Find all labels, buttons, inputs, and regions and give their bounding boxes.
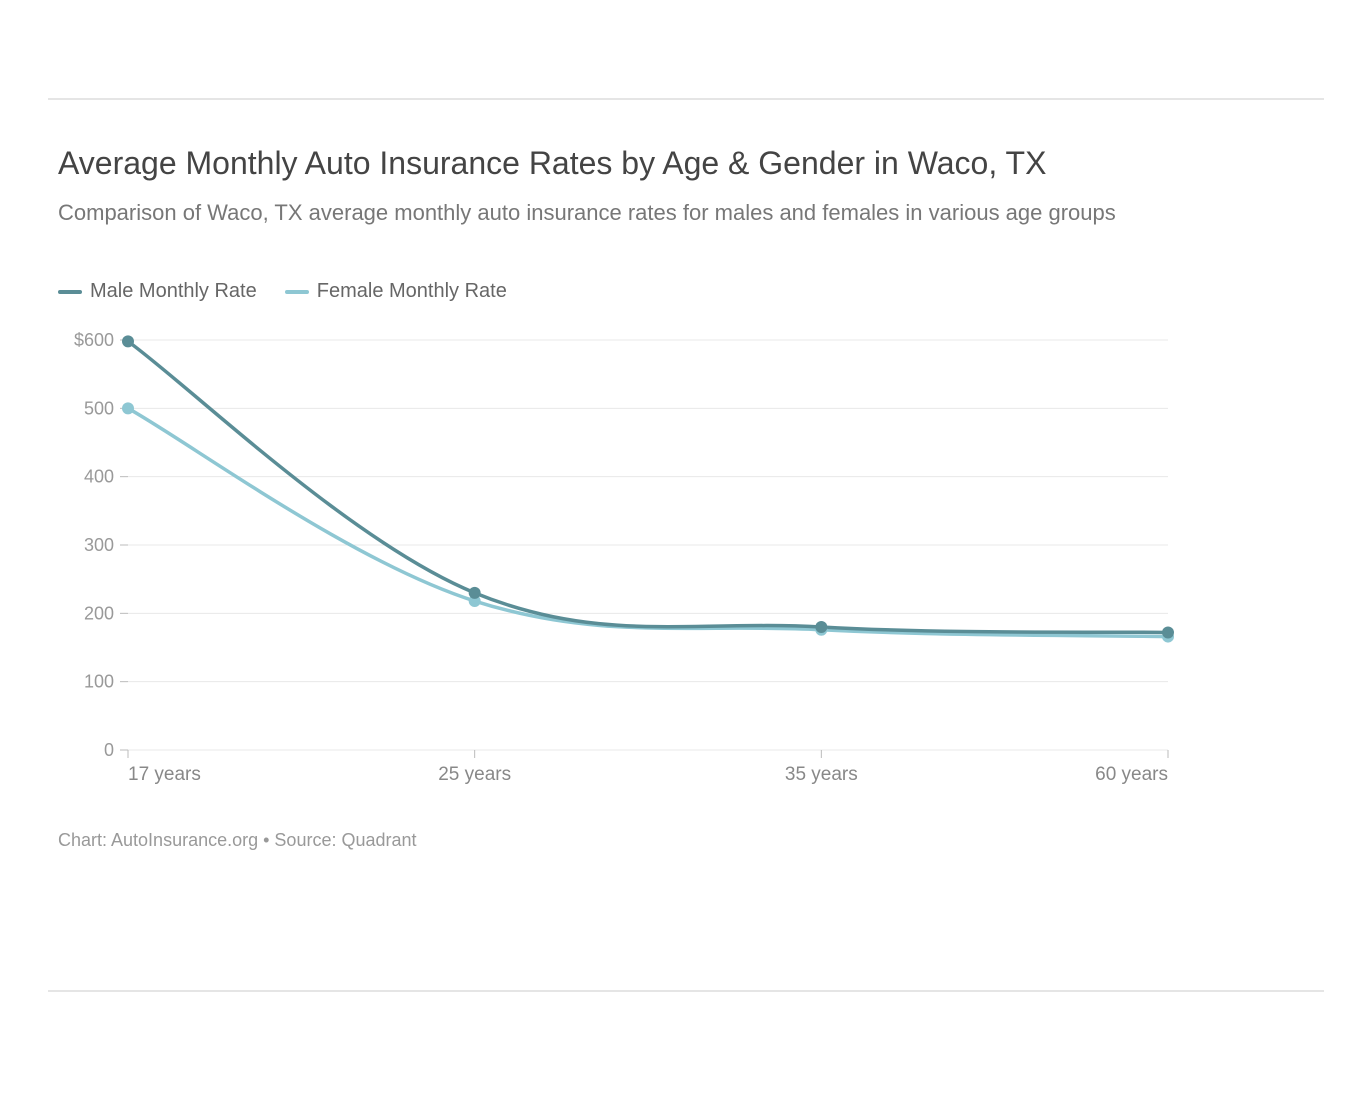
y-axis-label: 300 bbox=[84, 535, 114, 555]
data-point bbox=[815, 621, 827, 633]
y-axis-label: $600 bbox=[74, 330, 114, 350]
divider-bottom bbox=[48, 990, 1324, 992]
data-point bbox=[1162, 626, 1174, 638]
data-point bbox=[469, 587, 481, 599]
x-axis-label: 60 years bbox=[1095, 764, 1168, 785]
y-axis-label: 500 bbox=[84, 398, 114, 418]
x-axis-label: 17 years bbox=[128, 764, 201, 785]
chart-legend: Male Monthly Rate Female Monthly Rate bbox=[58, 280, 525, 303]
y-axis-label: 400 bbox=[84, 467, 114, 487]
divider-top bbox=[48, 98, 1324, 100]
series-line bbox=[128, 408, 1168, 636]
y-axis-label: 200 bbox=[84, 603, 114, 623]
y-axis-label: 0 bbox=[104, 740, 114, 760]
chart-credits: Chart: AutoInsurance.org • Source: Quadr… bbox=[58, 830, 417, 851]
series-line bbox=[128, 341, 1168, 632]
chart-subtitle: Comparison of Waco, TX average monthly a… bbox=[58, 200, 1116, 226]
legend-swatch-male bbox=[58, 290, 82, 294]
y-axis-label: 100 bbox=[84, 672, 114, 692]
x-axis-label: 25 years bbox=[438, 764, 511, 785]
x-axis-label: 35 years bbox=[785, 764, 858, 785]
chart-title: Average Monthly Auto Insurance Rates by … bbox=[58, 145, 1046, 182]
legend-label-male: Male Monthly Rate bbox=[90, 280, 257, 303]
legend-label-female: Female Monthly Rate bbox=[317, 280, 507, 303]
chart-plot-area: 0 100 200 300 400 500 $600 17 years 25 years 35 y… bbox=[58, 330, 1178, 790]
data-point bbox=[122, 335, 134, 347]
legend-item-female: Female Monthly Rate bbox=[285, 280, 507, 303]
legend-item-male: Male Monthly Rate bbox=[58, 280, 257, 303]
data-point bbox=[122, 402, 134, 414]
chart-svg: 0 100 200 300 400 500 $600 17 years 25 years 35 y… bbox=[58, 330, 1178, 790]
legend-swatch-female bbox=[285, 290, 309, 294]
